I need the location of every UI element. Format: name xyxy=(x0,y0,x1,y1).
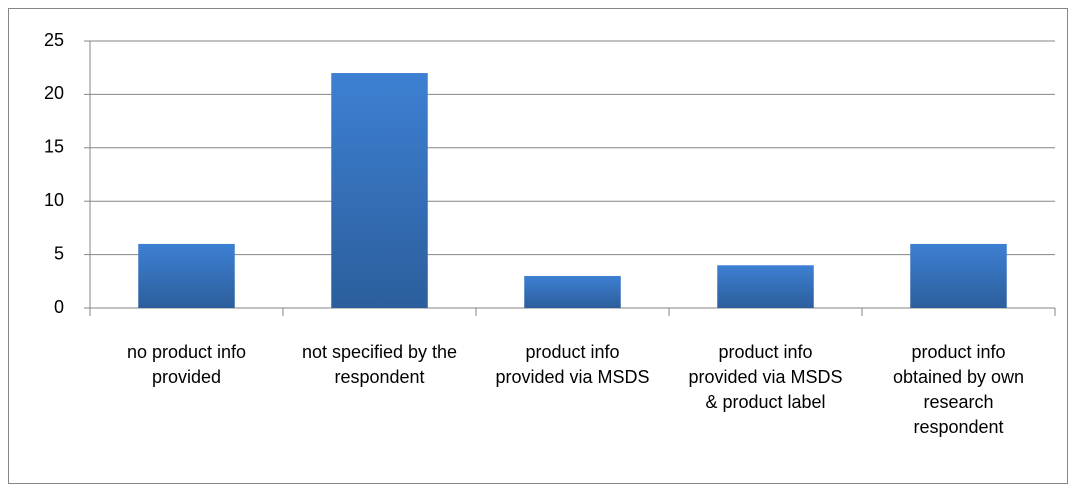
y-tick-label: 15 xyxy=(44,137,64,157)
bar xyxy=(910,243,1007,308)
bar xyxy=(524,275,621,308)
bar xyxy=(331,73,428,308)
y-tick-label: 0 xyxy=(54,297,64,317)
y-tick-label: 5 xyxy=(54,243,64,263)
bar xyxy=(717,265,814,308)
x-tick-label: product info provided via MSDS xyxy=(495,342,650,387)
x-tick-label: product info obtained by own research re… xyxy=(892,342,1025,437)
chart-frame xyxy=(8,8,1068,484)
x-tick-label: no product info provided xyxy=(126,342,247,387)
y-tick-label: 25 xyxy=(44,30,64,50)
y-tick-label: 20 xyxy=(44,83,64,103)
bar xyxy=(138,243,235,308)
y-tick-label: 10 xyxy=(44,190,64,210)
x-tick-label: not specified by the respondent xyxy=(301,342,458,387)
x-tick-label: product info provided via MSDS & product… xyxy=(688,342,843,412)
